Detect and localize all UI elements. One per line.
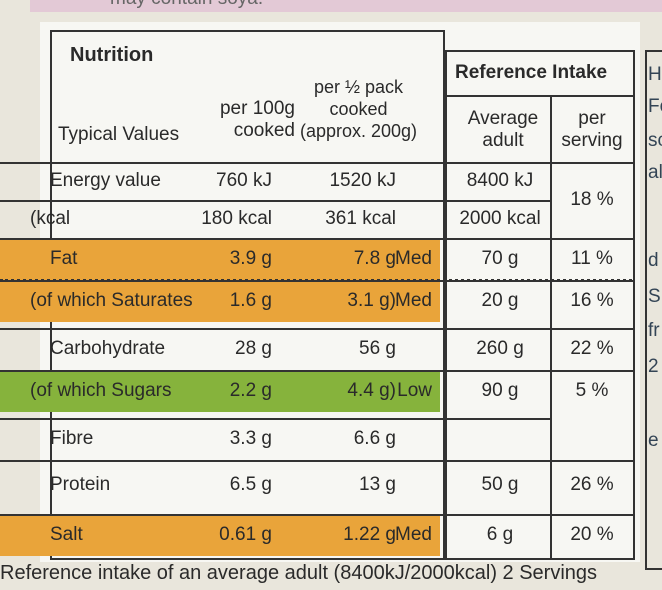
side-text: al: [648, 162, 662, 183]
dotted-divider: [0, 279, 632, 282]
serving-value: 26 %: [570, 474, 614, 495]
per-half-value: 6.6 g: [353, 428, 396, 449]
row-line: [0, 162, 445, 164]
traffic-light: [0, 238, 440, 280]
per-100g: per 100g cooked: [219, 98, 295, 141]
top-text: may contain soya.: [110, 0, 263, 10]
ri-title: Reference Intake: [455, 62, 608, 83]
row-line: [0, 328, 445, 330]
row-label: Fibre: [50, 428, 94, 449]
serving-value: 11 %: [571, 248, 613, 269]
ri-value: 8400 kJ: [466, 170, 534, 191]
level: Low: [397, 380, 432, 401]
row-label: Protein: [50, 474, 111, 495]
per-100g-value: 3.3 g: [229, 428, 272, 449]
ri-value: 2000 kcal: [459, 208, 541, 229]
serving-value: 5 %: [575, 380, 609, 401]
row-label: Carbohydrate: [50, 338, 166, 359]
traffic-light: [0, 280, 440, 322]
ri-serving: per serving: [561, 108, 623, 151]
ri-row-line: [445, 238, 635, 240]
side-text: 2: [648, 356, 659, 377]
per-half-value: 1520 kJ: [329, 170, 396, 191]
row-label: (kcal: [30, 208, 71, 229]
serving-value: 16 %: [570, 290, 614, 311]
top-strip: [30, 0, 662, 12]
row-line: [0, 238, 445, 240]
ri-value: 90 g: [481, 380, 519, 401]
row-line: [0, 460, 445, 462]
side-text: S: [648, 286, 661, 307]
traffic-light: [0, 514, 440, 556]
typical-values: Typical Values: [58, 124, 180, 145]
ri-row-line: [445, 418, 550, 420]
ri-row-line: [445, 162, 635, 164]
ri-value: 6 g: [486, 524, 514, 545]
serving-value: 22 %: [570, 338, 614, 359]
side-text: Fo: [648, 96, 662, 117]
per-100g-value: 0.61 g: [219, 524, 272, 545]
ri-value: 70 g: [481, 248, 519, 269]
per-half-value: 13 g: [359, 474, 396, 495]
per-100g-value: 6.5 g: [229, 474, 272, 495]
per-100g-value: 180 kcal: [201, 208, 272, 229]
level: Med: [395, 290, 432, 311]
row-label: Energy value: [50, 170, 161, 191]
row-line: [0, 200, 445, 202]
ri-value: 260 g: [476, 338, 524, 359]
side-text: d: [648, 250, 659, 271]
per-100g-value: 3.9 g: [229, 248, 272, 269]
row-label: Fat: [50, 248, 78, 269]
per-half-value: 361 kcal: [325, 208, 396, 229]
side-text: sc: [648, 130, 662, 151]
serving-value: 18 %: [570, 189, 614, 210]
title: Nutrition: [70, 44, 154, 66]
ri-divider: [550, 95, 552, 560]
row-line: [0, 370, 445, 372]
row-line: [0, 514, 445, 516]
row-line: [0, 418, 445, 420]
ri-value: 20 g: [481, 290, 519, 311]
ri-value: 50 g: [481, 474, 519, 495]
per-100g-value: 1.6 g: [229, 290, 272, 311]
traffic-light: [0, 370, 440, 412]
per-half-value: 7.8 g: [353, 248, 396, 269]
footer: Reference intake of an average adult (84…: [0, 562, 598, 584]
side-box: [645, 50, 662, 570]
per-100g-value: 760 kJ: [216, 170, 272, 191]
ri-row-line: [445, 514, 635, 516]
per-half-value: 3.1 g): [347, 290, 396, 311]
row-label: (of which Sugars: [30, 380, 172, 401]
side-text: fr: [648, 320, 660, 341]
per-half-value: 1.22 g: [343, 524, 396, 545]
per-100g-value: 2.2 g: [229, 380, 272, 401]
side-text: H: [648, 64, 662, 85]
row-label: Salt: [50, 524, 83, 545]
ri-row-line: [445, 460, 635, 462]
ri-row-line: [445, 200, 550, 202]
ri-adult: Average adult: [467, 108, 539, 151]
ri-row-line: [445, 328, 635, 330]
ri-line: [445, 95, 635, 97]
level: Med: [395, 248, 432, 269]
per-half-value: 4.4 g): [347, 380, 396, 401]
per-half: per ½ pack cooked (approx. 200g): [299, 77, 418, 141]
level: Med: [395, 524, 432, 545]
ri-row-line: [445, 370, 635, 372]
row-label: (of which Saturates: [30, 290, 193, 311]
side-text: e: [648, 430, 659, 451]
serving-value: 20 %: [570, 524, 614, 545]
per-half-value: 56 g: [359, 338, 396, 359]
per-100g-value: 28 g: [235, 338, 272, 359]
ri-box: [445, 50, 635, 560]
